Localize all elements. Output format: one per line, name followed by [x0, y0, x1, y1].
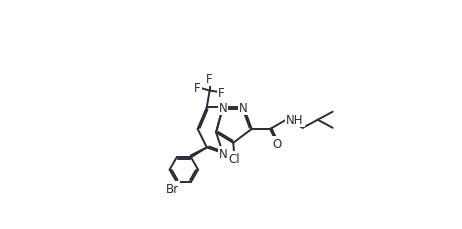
Text: F: F — [195, 81, 201, 94]
Text: F: F — [218, 87, 225, 99]
Text: NH: NH — [286, 114, 304, 127]
Text: N: N — [239, 101, 248, 114]
Text: N: N — [219, 147, 227, 160]
Text: N: N — [219, 101, 227, 114]
Text: O: O — [273, 137, 282, 150]
Text: Br: Br — [166, 183, 179, 195]
Text: Cl: Cl — [229, 152, 240, 165]
Text: F: F — [207, 73, 213, 86]
